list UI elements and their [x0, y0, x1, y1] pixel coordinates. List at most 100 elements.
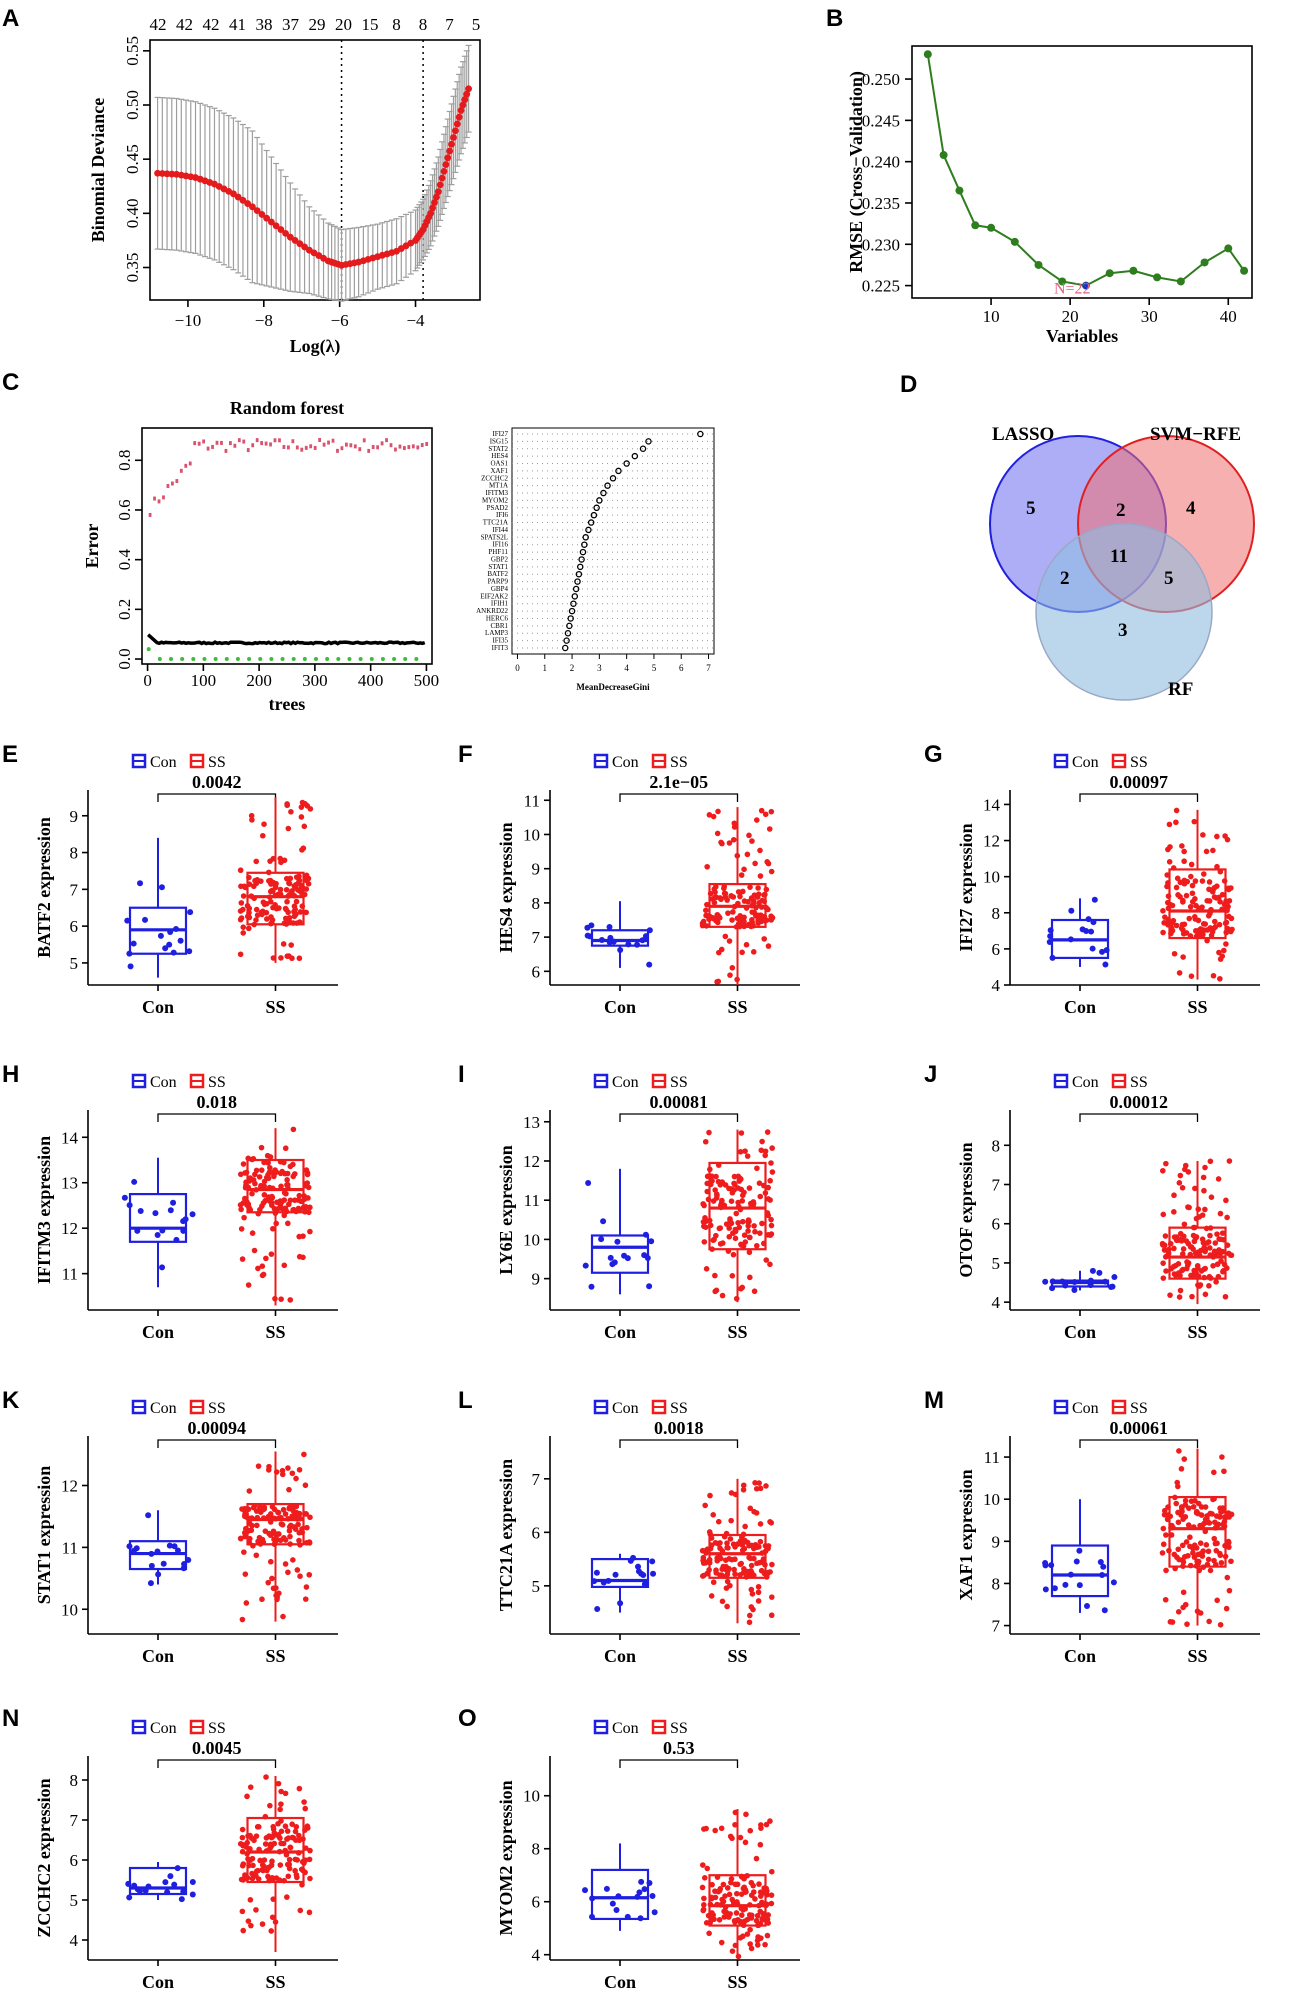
- data-point: [752, 1480, 758, 1486]
- data-point: [1226, 1514, 1232, 1520]
- rmse-point: [1176, 277, 1185, 286]
- data-point: [278, 1514, 284, 1521]
- data-point: [707, 890, 714, 897]
- data-point: [728, 1490, 735, 1496]
- data-point: [719, 1240, 726, 1246]
- gene-label: IFI35: [492, 637, 508, 645]
- data-point: [260, 1515, 267, 1521]
- data-point: [265, 1160, 271, 1166]
- x-tick-label: Con: [1064, 1646, 1096, 1666]
- data-point: [1162, 1233, 1169, 1239]
- data-point: [1217, 975, 1223, 982]
- gini-point: [567, 615, 574, 622]
- data-point: [294, 1857, 301, 1863]
- data-point: [642, 933, 649, 940]
- data-point: [124, 917, 131, 924]
- gini-point: [576, 563, 584, 571]
- data-point: [137, 880, 144, 887]
- deviance-point: [258, 211, 266, 218]
- y-tick-label: 5: [70, 1891, 79, 1910]
- data-point: [240, 906, 246, 913]
- data-point: [1207, 1567, 1214, 1574]
- data-point: [249, 1230, 256, 1236]
- data-point: [585, 1179, 592, 1186]
- data-point: [307, 1228, 313, 1235]
- data-point: [1195, 1500, 1202, 1507]
- data-point: [757, 1889, 764, 1895]
- data-point: [753, 1242, 760, 1249]
- data-point: [759, 897, 766, 904]
- panel-a-lasso-plot: −10 −8 −6 −4 0.35 0.40 0.45 0.50 0.55 42 42 42 41 38 3…: [88, 15, 481, 357]
- data-point: [1180, 1604, 1186, 1611]
- data-point: [289, 1470, 296, 1477]
- data-point: [1099, 948, 1106, 955]
- data-point: [635, 1563, 642, 1570]
- y-axis-title: BATF2 expression: [34, 817, 54, 958]
- con-error-point: [180, 657, 185, 662]
- data-point: [296, 1785, 303, 1792]
- data-point: [301, 1799, 307, 1805]
- data-point: [1200, 1239, 1207, 1246]
- data-point: [1226, 1587, 1233, 1594]
- data-point: [716, 915, 723, 921]
- data-point: [742, 1839, 749, 1846]
- data-point: [246, 1520, 253, 1526]
- y-tick-label: 4: [992, 976, 1001, 995]
- x-tick-label: SS: [727, 997, 747, 1017]
- y-tick-label: 5: [992, 1254, 1001, 1273]
- data-point: [758, 1825, 764, 1831]
- data-point: [1071, 1286, 1078, 1293]
- data-point: [732, 1809, 739, 1816]
- data-point: [254, 876, 261, 883]
- data-point: [724, 1540, 730, 1546]
- panel-c-gini-importance: IFI27ISG15STAT2HES4OAS1XAF1ZCCHC2MT1AIFI…: [476, 427, 715, 692]
- y-tick-label: 10: [61, 1600, 78, 1619]
- data-point: [750, 949, 757, 955]
- data-point: [242, 1571, 249, 1577]
- y-tick-label: 10: [523, 1230, 540, 1249]
- data-point: [266, 1530, 272, 1537]
- data-point: [238, 900, 245, 906]
- data-point: [304, 1524, 310, 1531]
- data-point: [1180, 1246, 1187, 1252]
- data-point: [600, 1579, 607, 1586]
- deviance-point: [267, 218, 275, 226]
- data-point: [711, 886, 717, 893]
- data-point: [278, 1183, 284, 1190]
- data-point: [731, 1180, 737, 1187]
- data-point: [1217, 1210, 1224, 1217]
- rmse-point: [1010, 237, 1019, 246]
- data-point: [298, 814, 305, 820]
- gini-point: [593, 504, 600, 512]
- data-point: [759, 1220, 765, 1227]
- data-point: [1165, 920, 1172, 927]
- y-axis-title: STAT1 expression: [34, 1466, 54, 1605]
- data-point: [719, 1292, 726, 1299]
- data-point: [244, 1839, 251, 1846]
- data-point: [701, 1895, 707, 1902]
- data-point: [1073, 1558, 1080, 1565]
- data-point: [738, 1905, 745, 1912]
- data-point: [1049, 1285, 1056, 1292]
- gini-point: [570, 600, 577, 607]
- data-point: [1102, 1278, 1109, 1285]
- data-point: [157, 932, 164, 939]
- data-point: [741, 866, 747, 873]
- data-point: [295, 1205, 302, 1212]
- panel-label-i: I: [458, 1061, 465, 1088]
- data-point: [735, 1953, 742, 1960]
- data-point: [1204, 937, 1210, 944]
- data-point: [1161, 1507, 1168, 1514]
- data-point: [285, 1873, 292, 1880]
- x-tick-label: 10: [983, 307, 1000, 326]
- y-axis-title: IFI27 expression: [956, 823, 976, 951]
- data-point: [1224, 1214, 1230, 1221]
- data-point: [750, 1889, 757, 1895]
- data-point: [1209, 1511, 1215, 1517]
- data-point: [615, 1893, 622, 1900]
- data-point: [762, 1941, 768, 1948]
- data-point: [173, 1236, 180, 1243]
- data-point: [617, 1600, 624, 1607]
- legend-label-con: Con: [1072, 754, 1099, 771]
